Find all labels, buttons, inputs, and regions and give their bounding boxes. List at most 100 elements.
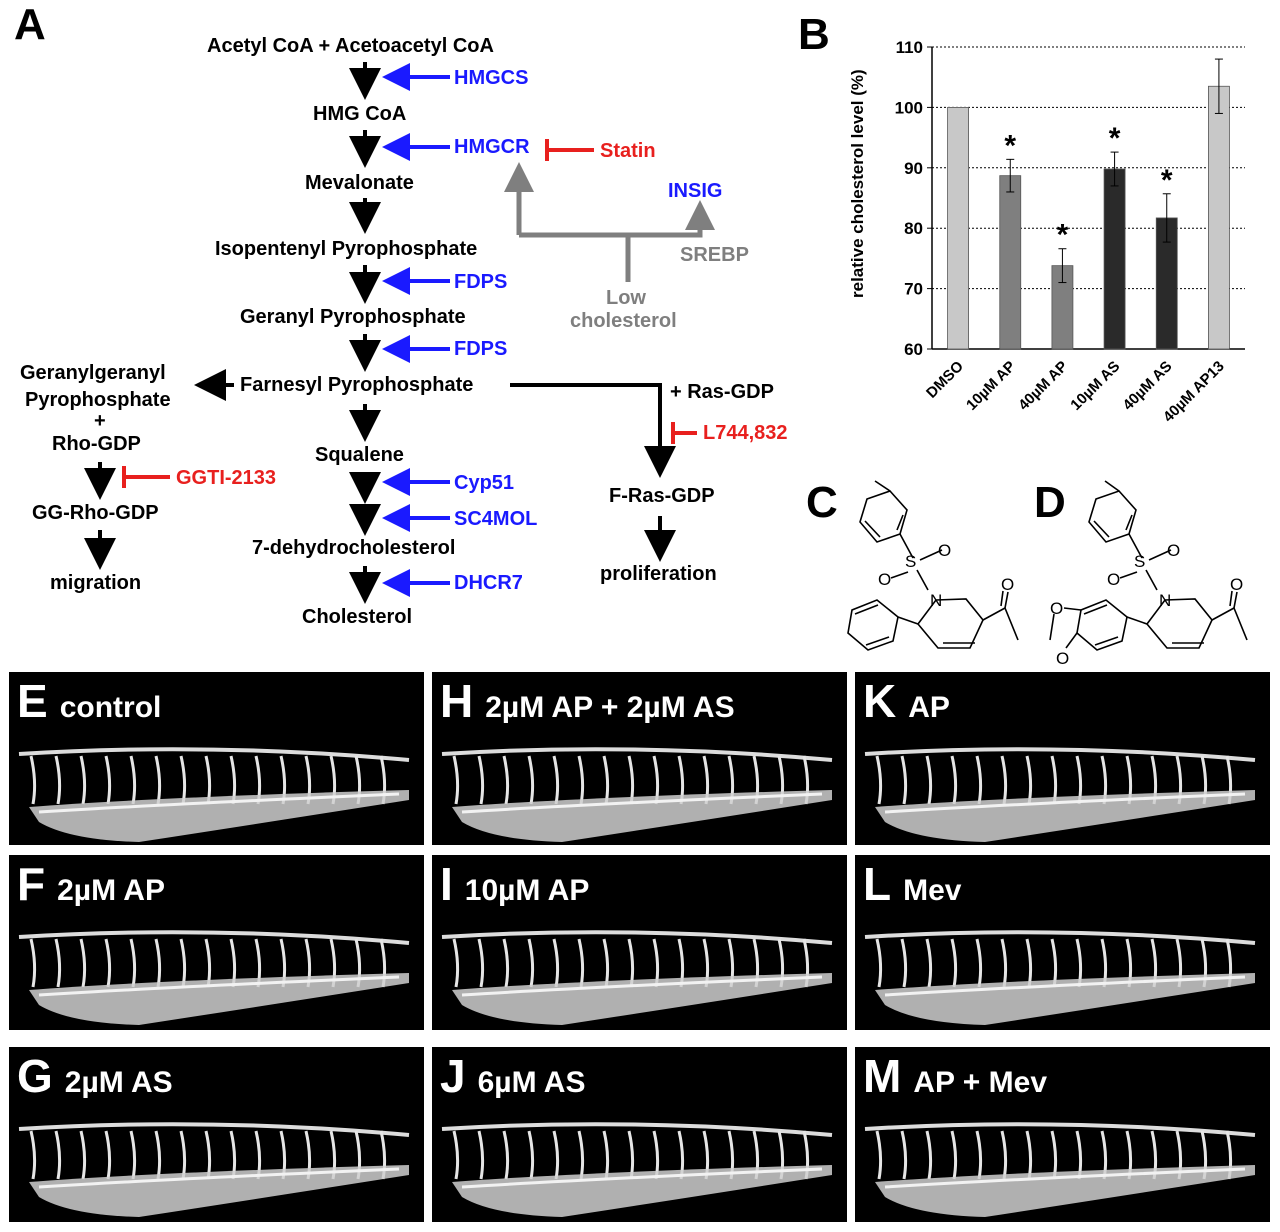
y-tick-label: 80 xyxy=(904,219,923,238)
panel-letter-m: M xyxy=(863,1050,902,1102)
panel-letter-f: F xyxy=(17,858,46,910)
panel-letter-d: D xyxy=(1034,478,1066,527)
treatment-label: control xyxy=(59,691,162,724)
treatment-label: 2µM AP xyxy=(57,874,165,907)
enzyme-dhcr7: DHCR7 xyxy=(454,572,523,594)
micrograph-f: F 2µM AP xyxy=(9,855,424,1030)
panel-letter-c: C xyxy=(806,478,838,527)
vasculature-image xyxy=(18,930,410,1025)
micrograph-i: I 10µM AP xyxy=(432,855,847,1030)
label-srebp: SREBP xyxy=(680,244,749,266)
inhibitor-statin: Statin xyxy=(600,140,656,162)
treatment-label: 10µM AP xyxy=(464,874,590,907)
micrograph-m: M AP + Mev xyxy=(855,1047,1270,1222)
treatment-label: 2µM AS xyxy=(64,1066,173,1099)
panel-letter-e: E xyxy=(17,675,48,727)
vasculature-image xyxy=(864,747,1256,842)
x-tick-label: 40µM AP xyxy=(1015,358,1071,414)
micrograph-label: H 2µM AP + 2µM AS xyxy=(440,674,735,728)
inhibitor-ggti-2133: GGTI-2133 xyxy=(176,467,277,489)
y-tick-label: 90 xyxy=(904,159,923,178)
node-hmg-coa: HMG CoA xyxy=(313,103,407,125)
enzyme-arrows xyxy=(382,63,450,597)
pathway-diagram xyxy=(84,62,715,604)
micrograph-label: F 2µM AP xyxy=(17,857,165,911)
inhibitor-l744832: L744,832 xyxy=(703,422,788,444)
inhibition-bars xyxy=(122,139,697,488)
y-tick-label: 60 xyxy=(904,340,923,359)
significance-marker: * xyxy=(1109,122,1121,155)
node-mevalonate: Mevalonate xyxy=(305,172,414,194)
node-acetyl-coa: Acetyl CoA + Acetoacetyl CoA xyxy=(207,35,494,57)
enzyme-cyp51: Cyp51 xyxy=(454,472,515,494)
bar xyxy=(999,175,1022,350)
node-f-ras-gdp: F-Ras-GDP xyxy=(609,485,715,507)
x-tick-label: DMSO xyxy=(923,358,967,402)
significance-marker: * xyxy=(1161,164,1173,197)
node-proliferation: proliferation xyxy=(600,563,717,585)
bar xyxy=(947,107,969,350)
node-farnesyl-pp: Farnesyl Pyrophosphate xyxy=(240,374,474,396)
micrograph-j: J 6µM AS xyxy=(432,1047,847,1222)
enzyme-sc4mol: SC4MOL xyxy=(454,508,538,530)
bar xyxy=(1103,168,1126,350)
node-plus: + xyxy=(94,410,106,432)
micrograph-label: M AP + Mev xyxy=(863,1049,1047,1103)
x-tick-label: 10µM AP xyxy=(963,358,1019,414)
x-tick-label: 10µM AS xyxy=(1067,358,1123,414)
label-cholesterol-regulator: cholesterol xyxy=(570,310,677,332)
y-tick-label: 100 xyxy=(895,98,923,117)
vasculature-image xyxy=(441,930,833,1025)
enzyme-insig: INSIG xyxy=(668,180,723,202)
vasculature-image xyxy=(18,747,410,842)
pathway-arrows xyxy=(84,62,676,604)
treatment-label: AP xyxy=(908,691,950,724)
micrograph-label: J 6µM AS xyxy=(440,1049,585,1103)
panel-letter-g: G xyxy=(17,1050,53,1102)
node-7-dehydrocholesterol: 7-dehydrocholesterol xyxy=(252,537,456,559)
vasculature-image xyxy=(441,747,833,842)
y-tick-label: 70 xyxy=(904,280,923,299)
vasculature-image xyxy=(441,1122,833,1217)
micrograph-label: I 10µM AP xyxy=(440,857,589,911)
vasculature-image xyxy=(864,1122,1256,1217)
y-axis-label: relative cholesterol level (%) xyxy=(848,69,867,298)
micrograph-g: G 2µM AS xyxy=(9,1047,424,1222)
micrograph-h: H 2µM AP + 2µM AS xyxy=(432,672,847,845)
significance-marker: * xyxy=(1057,219,1069,252)
node-squalene: Squalene xyxy=(315,444,404,466)
panel-letter-j: J xyxy=(440,1050,466,1102)
panel-letter-h: H xyxy=(440,675,474,727)
node-geranylgeranyl: Geranylgeranyl xyxy=(20,362,166,384)
treatment-label: Mev xyxy=(903,874,962,907)
panel-letter-a: A xyxy=(14,0,46,49)
treatment-label: AP + Mev xyxy=(913,1066,1048,1099)
node-ras-gdp: + Ras-GDP xyxy=(670,381,774,403)
treatment-label: 2µM AP + 2µM AS xyxy=(485,691,735,724)
panel-letter-b: B xyxy=(798,10,830,59)
node-cholesterol: Cholesterol xyxy=(302,606,413,628)
significance-marker: * xyxy=(1004,129,1016,162)
node-migration: migration xyxy=(50,572,142,594)
cholesterol-bar-chart: 60 70 80 90 100 110 DMSO * 10µM AP * 40µM AP * 10µM … xyxy=(895,38,1245,426)
panel-letter-i: I xyxy=(440,858,453,910)
node-gg-rho-gdp: GG-Rho-GDP xyxy=(32,502,159,524)
treatment-label: 6µM AS xyxy=(477,1066,586,1099)
y-tick-label: 110 xyxy=(896,38,923,57)
label-low: Low xyxy=(606,287,646,309)
vasculature-image xyxy=(864,930,1256,1025)
enzyme-fdps-2: FDPS xyxy=(454,338,508,360)
node-isopentenyl-pp: Isopentenyl Pyrophosphate xyxy=(215,238,478,260)
enzyme-hmgcr: HMGCR xyxy=(454,136,530,158)
enzyme-hmgcs: HMGCS xyxy=(454,67,529,89)
panel-letter-l: L xyxy=(863,858,892,910)
vasculature-image xyxy=(18,1122,410,1217)
node-geranyl-pp: Geranyl Pyrophosphate xyxy=(240,306,466,328)
micrograph-l: L Mev xyxy=(855,855,1270,1030)
srebp-regulation-arrows xyxy=(504,162,715,282)
bar xyxy=(1208,85,1230,350)
node-rho-gdp: Rho-GDP xyxy=(52,433,141,455)
node-pyrophosphate: Pyrophosphate xyxy=(25,389,171,411)
micrograph-label: L Mev xyxy=(863,857,961,911)
